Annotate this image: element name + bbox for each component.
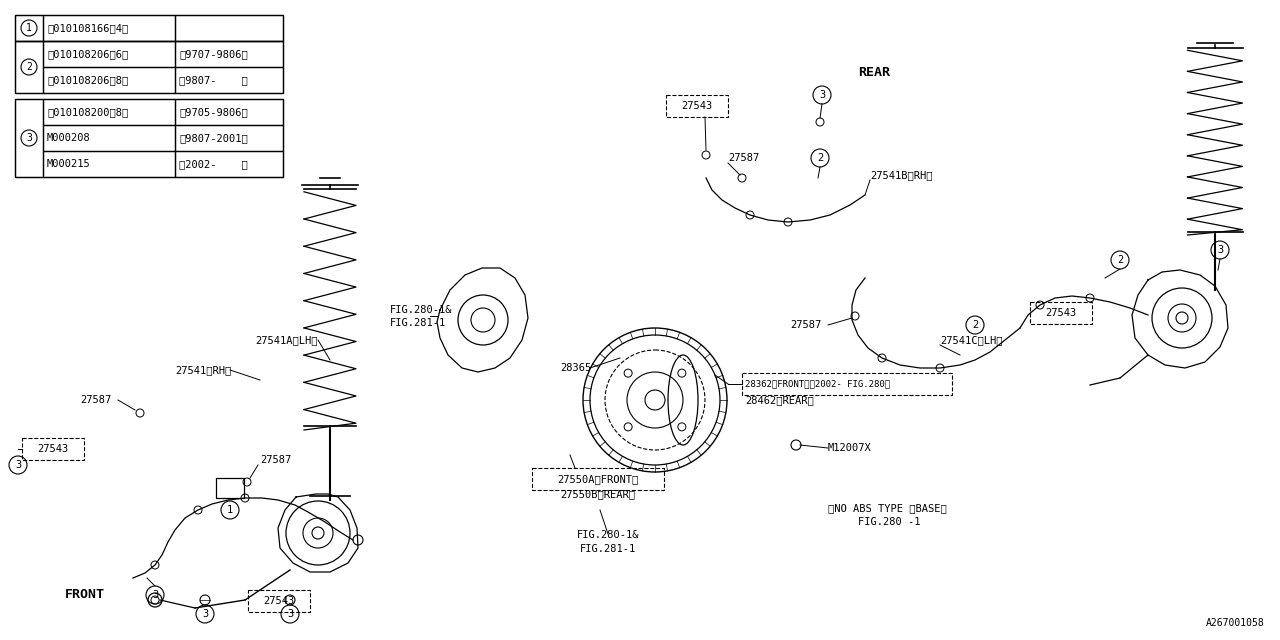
Text: 2: 2	[972, 320, 978, 330]
Text: 1: 1	[26, 23, 32, 33]
Text: 27543: 27543	[264, 596, 294, 606]
Text: 3: 3	[26, 133, 32, 143]
Text: FIG.280-1&: FIG.280-1&	[390, 305, 453, 315]
Bar	[532, 468, 664, 490]
Bar	[44, 151, 175, 177]
Text: 27541B＜RH＞: 27541B＜RH＞	[870, 170, 933, 180]
Text: 27543: 27543	[37, 444, 69, 454]
Bar	[175, 151, 283, 177]
Text: FRONT: FRONT	[65, 589, 105, 602]
Text: Ⓑ010108206（6）: Ⓑ010108206（6）	[47, 49, 128, 59]
Bar	[44, 41, 175, 67]
Text: FIG.281-1: FIG.281-1	[580, 544, 636, 554]
Text: 2: 2	[817, 153, 823, 163]
Text: 27541A＜LH＞: 27541A＜LH＞	[255, 335, 317, 345]
Text: （9807-2001）: （9807-2001）	[179, 133, 248, 143]
Text: （9705-9806）: （9705-9806）	[179, 107, 248, 117]
Text: 1: 1	[227, 505, 233, 515]
Text: 27587: 27587	[790, 320, 822, 330]
Text: FIG.280-1&: FIG.280-1&	[577, 530, 639, 540]
Text: 3: 3	[202, 609, 209, 619]
Text: 3: 3	[152, 590, 159, 600]
Bar	[15, 41, 283, 93]
Text: 27587: 27587	[728, 153, 759, 163]
Bar	[248, 590, 310, 612]
Text: 27543: 27543	[681, 101, 713, 111]
Bar	[175, 125, 283, 151]
Bar	[742, 373, 952, 395]
Text: 2: 2	[1117, 255, 1123, 265]
Text: Ⓑ010108206（8）: Ⓑ010108206（8）	[47, 75, 128, 85]
Text: FIG.281-1: FIG.281-1	[390, 318, 447, 328]
Text: 3: 3	[819, 90, 826, 100]
Bar	[175, 67, 283, 93]
Text: 3: 3	[287, 609, 293, 619]
Text: 27550A＜FRONT＞: 27550A＜FRONT＞	[557, 474, 639, 484]
Bar	[666, 95, 728, 117]
Bar	[15, 15, 44, 41]
Bar	[216, 478, 244, 498]
Bar	[175, 41, 283, 67]
Bar	[15, 99, 283, 177]
Text: （9707-9806）: （9707-9806）	[179, 49, 248, 59]
Text: 27587: 27587	[79, 395, 111, 405]
Text: 27543: 27543	[1046, 308, 1076, 318]
Text: 27541C＜LH＞: 27541C＜LH＞	[940, 335, 1002, 345]
Bar	[1030, 302, 1092, 324]
Text: 3: 3	[15, 460, 22, 470]
Text: 27541＜RH＞: 27541＜RH＞	[175, 365, 232, 375]
Text: M000208: M000208	[47, 133, 91, 143]
Bar	[15, 15, 283, 41]
Bar	[15, 99, 44, 177]
Bar	[175, 99, 283, 125]
Text: M000215: M000215	[47, 159, 91, 169]
Bar	[22, 438, 84, 460]
Text: ）2002-    ）: ）2002- ）	[179, 159, 248, 169]
Text: FIG.280 -1: FIG.280 -1	[858, 517, 920, 527]
Text: （9807-    ）: （9807- ）	[179, 75, 248, 85]
Bar	[44, 125, 175, 151]
Text: 28462＜REAR＞: 28462＜REAR＞	[745, 395, 814, 405]
Text: 27550B＜REAR＞: 27550B＜REAR＞	[561, 489, 635, 499]
Bar	[175, 15, 283, 41]
Text: 28365: 28365	[561, 363, 591, 373]
Bar	[44, 15, 175, 41]
Text: A267001058: A267001058	[1206, 618, 1265, 628]
Text: 28362＜FRONT＞（2002- FIG.280）: 28362＜FRONT＞（2002- FIG.280）	[745, 380, 890, 388]
Bar	[15, 41, 44, 93]
Text: 3: 3	[1217, 245, 1224, 255]
Text: ※NO ABS TYPE （BASE）: ※NO ABS TYPE （BASE）	[828, 503, 947, 513]
Bar	[44, 99, 175, 125]
Text: REAR: REAR	[858, 65, 890, 79]
Text: Ⓑ010108200（8）: Ⓑ010108200（8）	[47, 107, 128, 117]
Text: 27587: 27587	[260, 455, 292, 465]
Text: 2: 2	[26, 62, 32, 72]
Bar	[44, 67, 175, 93]
Text: Ⓑ010108166（4）: Ⓑ010108166（4）	[47, 23, 128, 33]
Text: M12007X: M12007X	[828, 443, 872, 453]
